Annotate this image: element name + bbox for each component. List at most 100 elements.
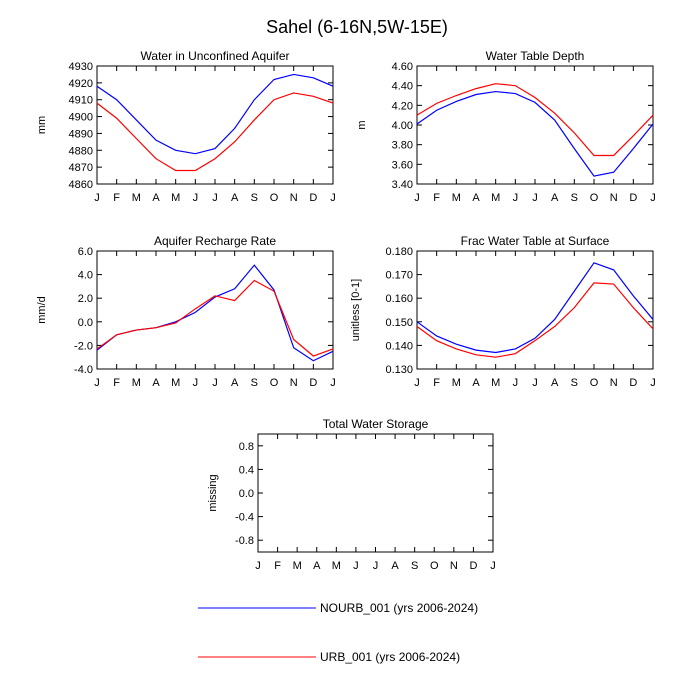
x-tick-label: N [290, 192, 298, 204]
x-tick-label: O [590, 192, 599, 204]
y-tick-label: 4.60 [392, 61, 413, 73]
x-tick-label: J [532, 377, 538, 389]
x-tick-label: J [650, 377, 656, 389]
x-tick-label: M [491, 192, 500, 204]
x-tick-label: J [193, 377, 199, 389]
y-axis-label: missing [207, 474, 219, 511]
x-tick-label: S [411, 560, 418, 572]
panel-title: Water in Unconfined Aquifer [141, 49, 290, 63]
panel-title: Water Table Depth [486, 49, 585, 63]
x-tick-label: A [472, 377, 480, 389]
y-tick-label: 4880 [69, 145, 93, 157]
x-tick-label: M [171, 192, 180, 204]
x-tick-label: J [414, 377, 420, 389]
y-tick-label: 0.180 [385, 246, 413, 258]
x-tick-label: J [330, 377, 336, 389]
x-tick-label: A [152, 192, 160, 204]
series-line-nourb [416, 90, 654, 177]
y-tick-label: 0.130 [385, 364, 413, 376]
y-tick-label: 4890 [69, 128, 93, 140]
x-tick-label: S [571, 192, 578, 204]
x-tick-label: A [313, 560, 321, 572]
x-tick-label: F [433, 192, 440, 204]
y-tick-label: 0.140 [385, 340, 413, 352]
y-tick-label: 4930 [69, 61, 93, 73]
y-axis-label: unitless [0-1] [350, 279, 362, 341]
y-tick-label: 0.170 [385, 270, 413, 282]
x-tick-label: J [532, 192, 538, 204]
x-tick-label: N [610, 192, 618, 204]
x-tick-label: A [551, 377, 559, 389]
series-line-urb [416, 282, 654, 358]
x-tick-label: S [251, 377, 258, 389]
panel-title: Total Water Storage [323, 417, 429, 431]
y-tick-label: 4.0 [78, 270, 93, 282]
x-tick-label: J [490, 560, 496, 572]
x-tick-label: O [430, 560, 439, 572]
y-tick-label: -0.8 [235, 535, 254, 547]
x-tick-label: M [171, 377, 180, 389]
series-line-nourb [96, 264, 334, 362]
x-tick-label: S [251, 192, 258, 204]
x-tick-label: A [152, 377, 160, 389]
y-tick-label: 0.8 [239, 441, 254, 453]
y-tick-label: 2.0 [78, 293, 93, 305]
plot-frame [96, 65, 334, 185]
x-tick-label: J [255, 560, 261, 572]
y-tick-label: -2.0 [74, 340, 93, 352]
plot-frame [416, 65, 654, 185]
y-tick-label: 0.4 [239, 464, 254, 476]
x-tick-label: M [332, 560, 341, 572]
x-tick-label: S [571, 377, 578, 389]
series-line-nourb [416, 262, 654, 354]
y-axis-label: mm [36, 116, 48, 134]
y-tick-label: 4.20 [392, 100, 413, 112]
x-tick-label: N [450, 560, 458, 572]
y-tick-label: 4.00 [392, 120, 413, 132]
x-tick-label: J [513, 192, 519, 204]
x-tick-label: D [629, 377, 637, 389]
y-axis-label: m [356, 120, 368, 129]
x-tick-label: D [309, 377, 317, 389]
x-tick-label: O [270, 377, 279, 389]
x-tick-label: M [132, 192, 141, 204]
panel-title: Aquifer Recharge Rate [154, 234, 276, 248]
plot-frame [257, 433, 494, 553]
x-tick-label: J [212, 377, 218, 389]
y-tick-label: 4860 [69, 179, 93, 191]
x-tick-label: D [629, 192, 637, 204]
x-tick-label: J [414, 192, 420, 204]
x-tick-label: F [113, 377, 120, 389]
x-tick-label: A [231, 192, 239, 204]
x-tick-label: M [452, 377, 461, 389]
x-tick-label: A [231, 377, 239, 389]
panel-title: Frac Water Table at Surface [461, 234, 610, 248]
series-line-nourb [96, 73, 334, 155]
x-tick-label: J [94, 377, 100, 389]
x-tick-label: M [491, 377, 500, 389]
y-tick-label: 0.0 [78, 317, 93, 329]
x-tick-label: D [469, 560, 477, 572]
series-line-urb [96, 92, 334, 172]
x-tick-label: A [551, 192, 559, 204]
x-tick-label: F [274, 560, 281, 572]
x-tick-label: N [610, 377, 618, 389]
x-tick-label: A [391, 560, 399, 572]
figure-title: Sahel (6-16N,5W-15E) [266, 17, 448, 37]
y-tick-label: 0.160 [385, 293, 413, 305]
plot-frame [416, 250, 654, 370]
x-tick-label: D [309, 192, 317, 204]
x-tick-label: J [513, 377, 519, 389]
legend: NOURB_001 (yrs 2006-2024) URB_001 (yrs 2… [198, 601, 478, 664]
series-line-urb [96, 279, 334, 357]
y-tick-label: -4.0 [74, 364, 93, 376]
y-tick-label: 6.0 [78, 246, 93, 258]
plot-frame [96, 250, 334, 370]
legend-label-urb: URB_001 (yrs 2006-2024) [320, 650, 460, 664]
